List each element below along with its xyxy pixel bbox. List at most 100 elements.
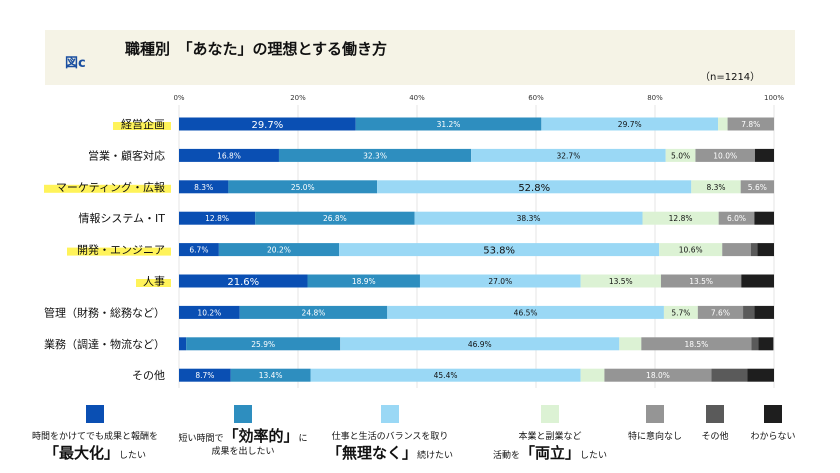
category-label: マーケティング・広報 (56, 180, 165, 194)
category-label: 開発・エンジニア (77, 243, 165, 257)
x-tick-label: 20% (290, 94, 306, 102)
category-label: 経営企画 (121, 117, 165, 131)
bar-segment (339, 243, 660, 257)
data-label: 27.0% (488, 277, 512, 286)
data-label: 25.9% (251, 340, 275, 349)
chart-title: 職種別 「あなた」の理想とする働き方 (125, 40, 388, 58)
data-label: 38.3% (517, 214, 541, 223)
category-label: 情報システム・IT (78, 212, 165, 225)
bar-segment (179, 368, 231, 382)
data-label: 26.8% (323, 214, 347, 223)
sample-size: （n=1214） (700, 72, 761, 83)
legend-swatch (381, 405, 399, 423)
data-label: 12.8% (669, 214, 693, 223)
bar-segment (660, 274, 742, 288)
legend-swatch (646, 405, 664, 423)
bar-segment (580, 274, 661, 288)
data-label: 10.2% (197, 308, 221, 317)
data-label: 25.0% (291, 183, 315, 192)
legend-swatch (764, 405, 782, 423)
bar-segment (758, 337, 774, 351)
bar-segment (471, 148, 666, 162)
bar-segment (179, 305, 240, 319)
x-tick-label: 100% (764, 94, 784, 102)
category-label: その他 (132, 369, 165, 382)
bar-segment (255, 211, 415, 225)
data-label: 29.7% (618, 120, 642, 129)
data-label: 5.7% (671, 308, 690, 317)
bar-segment (179, 148, 279, 162)
bar-segment (179, 211, 256, 225)
x-tick-label: 80% (647, 94, 663, 102)
bar-segment (179, 243, 219, 257)
data-label: 18.9% (352, 277, 376, 286)
bar-segment (230, 368, 311, 382)
bar-segment (278, 148, 472, 162)
data-label: 46.9% (468, 340, 492, 349)
bar-segment (751, 337, 759, 351)
category-label: 管理（財務・総務など） (44, 305, 165, 319)
data-label: 45.4% (434, 371, 458, 380)
data-label: 13.5% (689, 277, 713, 286)
category-label: 人事 (143, 275, 165, 288)
bar-segment (619, 337, 642, 351)
bar-segment (741, 274, 774, 288)
bar-segment (757, 243, 774, 257)
bar-segment (218, 243, 340, 257)
bar-segment (747, 368, 774, 382)
bar-segment (665, 148, 696, 162)
figure-label: 図c (65, 56, 86, 71)
bar-segment (743, 305, 755, 319)
category-highlight (44, 184, 171, 193)
data-label: 13.4% (259, 371, 283, 380)
x-tick-label: 40% (409, 94, 425, 102)
bar-segment (711, 368, 748, 382)
bar-segment (754, 148, 774, 162)
bar-segment (179, 180, 229, 194)
bar-segment (604, 368, 712, 382)
legend-label: 本業と副業など 活動を「両立」したい (492, 432, 608, 462)
bar-segment (310, 368, 581, 382)
bar-segment (727, 117, 774, 131)
category-highlight (113, 122, 171, 130)
category-highlight (67, 247, 171, 256)
bar-segment (239, 305, 388, 319)
category-highlight (136, 279, 171, 287)
bar-segment (419, 274, 581, 288)
bar-segment (697, 305, 744, 319)
data-label: 7.8% (741, 120, 760, 129)
data-label: 20.2% (267, 246, 291, 255)
bar-segment (179, 117, 356, 131)
category-label: 営業・顧客対応 (88, 148, 165, 162)
data-label: 18.0% (646, 371, 670, 380)
x-tick-label: 0% (173, 94, 184, 102)
data-label: 5.6% (748, 183, 767, 192)
bar-segment (750, 243, 758, 257)
data-label: 18.5% (684, 340, 708, 349)
data-label: 7.6% (711, 308, 730, 317)
header-band (45, 30, 795, 85)
legend-label: わからない (750, 432, 796, 442)
bar-segment (695, 148, 755, 162)
legend-label: 仕事と生活のバランスを取り 「無理なく」続けたい (326, 432, 454, 462)
bar-segment (355, 117, 542, 131)
bar-segment (642, 211, 719, 225)
bar-segment (307, 274, 420, 288)
data-label: 10.0% (713, 151, 737, 160)
data-label: 10.6% (679, 246, 703, 255)
bar-segment (186, 337, 341, 351)
bar-segment (718, 211, 755, 225)
bar-segment (754, 211, 774, 225)
data-label: 21.6% (227, 277, 259, 288)
bar-segment (754, 305, 774, 319)
bar-segment (691, 180, 741, 194)
legend-label: 特に意向なし (627, 432, 682, 442)
data-label: 8.3% (194, 183, 213, 192)
bar-segment (387, 305, 664, 319)
legend-swatch (234, 405, 252, 423)
data-label: 8.7% (195, 371, 214, 380)
data-label: 32.3% (363, 151, 387, 160)
bar-segment (414, 211, 643, 225)
data-label: 53.8% (483, 246, 515, 257)
data-label: 46.5% (514, 308, 538, 317)
